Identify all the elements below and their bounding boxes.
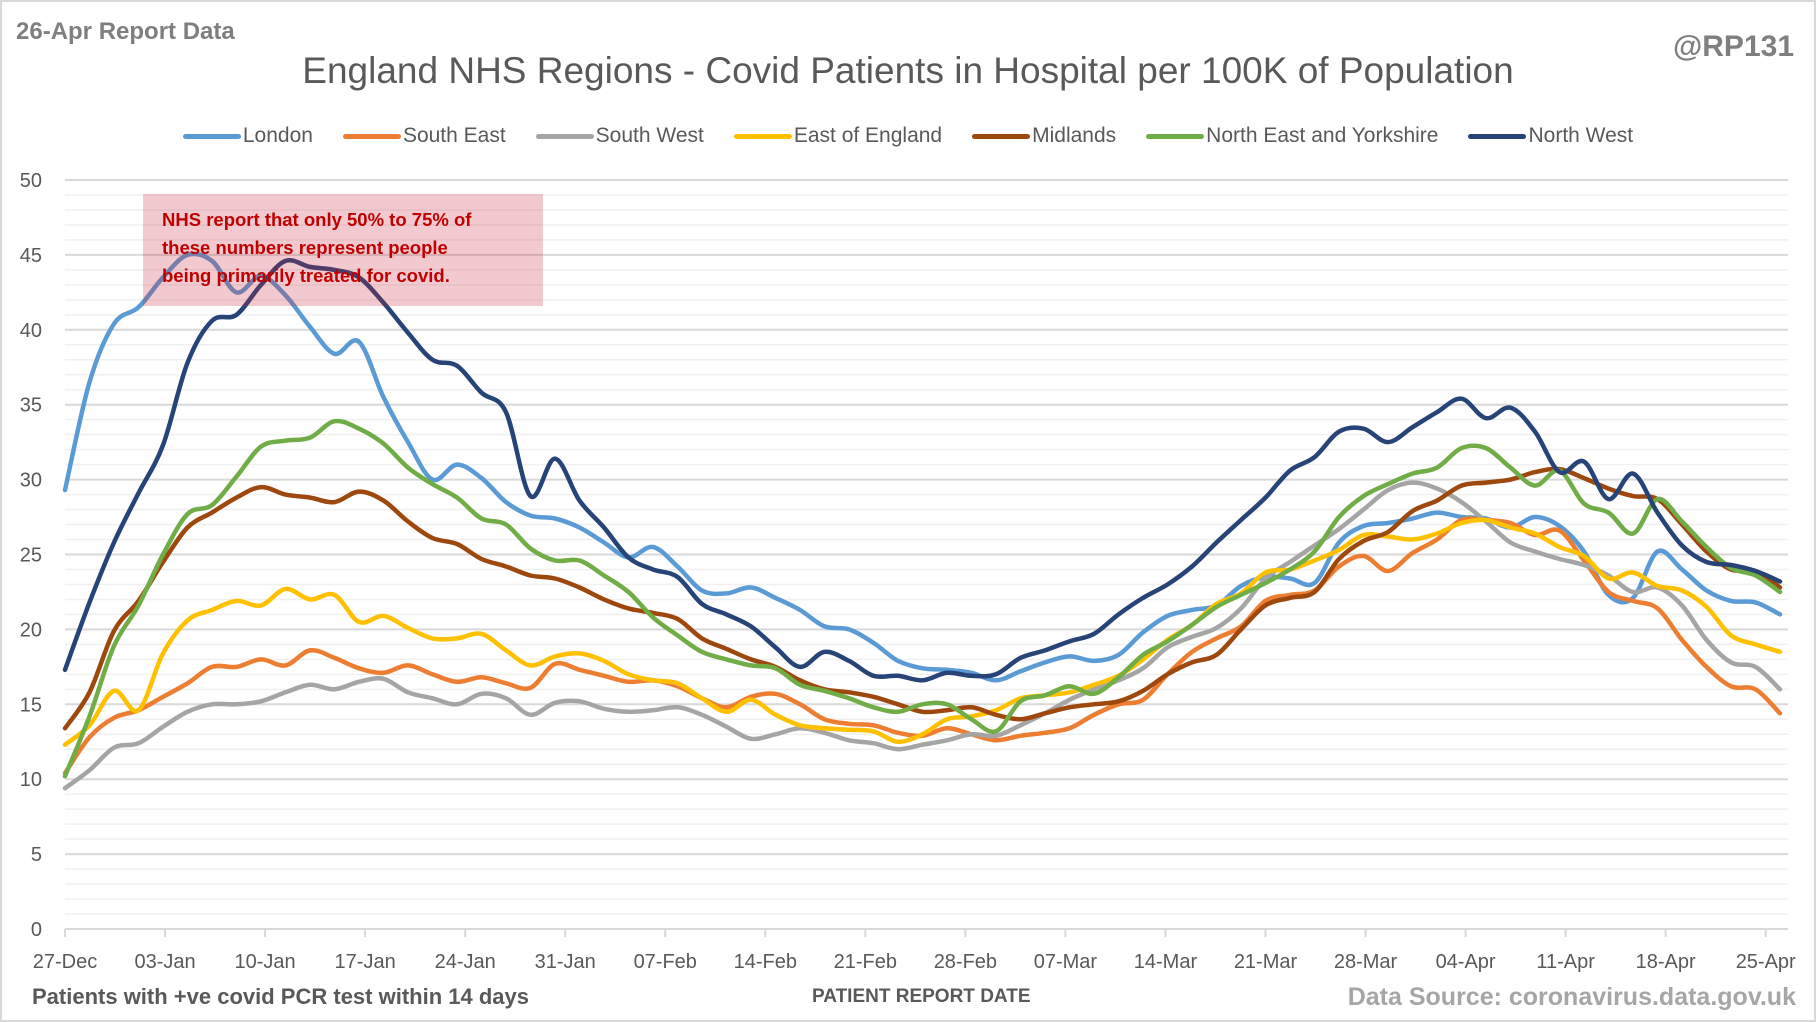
y-tick-label: 35: [20, 395, 42, 417]
x-axis-title: PATIENT REPORT DATE: [812, 986, 1031, 1007]
legend-label: North East and Yorkshire: [1206, 124, 1439, 147]
legend-item: London: [182, 124, 313, 148]
x-tick-label: 21-Feb: [834, 951, 897, 973]
axes: 0 5 10 15 20 25 30 35 40 45 50 27-Dec 03-Jan 10-Jan 17…: [20, 170, 1796, 973]
legend-item: South West: [535, 124, 704, 148]
author-handle: @RP131: [1673, 30, 1794, 63]
x-tick-label: 31-Jan: [535, 951, 596, 973]
y-tick-label: 30: [20, 470, 42, 492]
y-tick-label: 45: [20, 245, 42, 267]
legend-label: South West: [595, 124, 704, 147]
x-tick-label: 04-Apr: [1436, 951, 1496, 973]
series-line-north-east-and-yorkshire: [62, 418, 1783, 779]
x-tick-label: 24-Jan: [435, 951, 496, 973]
y-tick-label: 10: [20, 769, 42, 791]
series-line-london: [62, 251, 1783, 683]
chart-title: England NHS Regions - Covid Patients in …: [302, 50, 1514, 91]
legend-swatch: [342, 133, 401, 139]
legend-label: East of England: [793, 124, 943, 147]
x-tick-label: 03-Jan: [134, 951, 195, 973]
x-tick-label: 14-Feb: [734, 951, 797, 973]
x-tick-label: 10-Jan: [235, 951, 296, 973]
series-line-midlands: [62, 466, 1783, 731]
legend: London South East South West East of Englan…: [0, 124, 1816, 148]
annotation-line-2: these numbers represent people: [162, 237, 448, 258]
x-tick-label: 21-Mar: [1234, 951, 1298, 973]
legend-label: South East: [402, 124, 506, 147]
gridlines: [65, 179, 1788, 930]
y-tick-label: 50: [20, 170, 42, 192]
legend-item: North East and Yorkshire: [1146, 124, 1438, 148]
legend-item: Midlands: [972, 124, 1116, 148]
legend-swatch: [1146, 133, 1205, 139]
y-tick-label: 0: [31, 919, 42, 941]
y-tick-label: 15: [20, 694, 42, 716]
annotation-background: [143, 194, 543, 306]
y-tick-label: 25: [20, 545, 42, 567]
x-tick-label: 07-Mar: [1034, 951, 1098, 973]
x-tick-label: 17-Jan: [335, 951, 396, 973]
x-tick-label: 28-Feb: [934, 951, 997, 973]
legend-swatch: [182, 133, 241, 139]
legend-label: Midlands: [1032, 124, 1117, 147]
series-line-north-west: [62, 257, 1783, 683]
report-date-label: 26-Apr Report Data: [16, 18, 235, 45]
legend-label: North West: [1528, 124, 1634, 147]
series-line-east-of-england: [62, 517, 1783, 747]
x-tick-label: 25-Apr: [1736, 951, 1796, 973]
series-line-south-west: [62, 480, 1783, 791]
legend-item: North West: [1468, 124, 1633, 148]
data-source: Data Source: coronavirus.data.gov.uk: [1347, 983, 1796, 1011]
legend-item: South East: [342, 124, 506, 148]
y-tick-label: 20: [20, 619, 42, 641]
legend-swatch: [535, 133, 594, 139]
annotation-line-1: NHS report that only 50% to 75% of: [162, 209, 472, 230]
annotation-box: NHS report that only 50% to 75% of these…: [143, 194, 543, 306]
x-tick-label: 07-Feb: [634, 951, 697, 973]
legend-swatch: [733, 133, 792, 139]
legend-swatch: [1468, 133, 1527, 139]
legend-item: East of England: [733, 124, 943, 148]
legend-label: London: [242, 124, 313, 147]
legend-swatch: [972, 133, 1031, 139]
x-tick-label: 28-Mar: [1334, 951, 1398, 973]
annotation-line-3: being primarily treated for covid.: [162, 265, 450, 286]
x-tick-label: 14-Mar: [1134, 951, 1198, 973]
series-lines: [62, 251, 1783, 791]
y-tick-label: 5: [31, 844, 42, 866]
y-tick-label: 40: [20, 320, 42, 342]
x-tick-label: 11-Apr: [1536, 951, 1595, 973]
footnote-pcr: Patients with +ve covid PCR test within …: [32, 984, 529, 1009]
x-tick-label: 18-Apr: [1636, 951, 1696, 973]
x-tick-label: 27-Dec: [33, 951, 97, 973]
